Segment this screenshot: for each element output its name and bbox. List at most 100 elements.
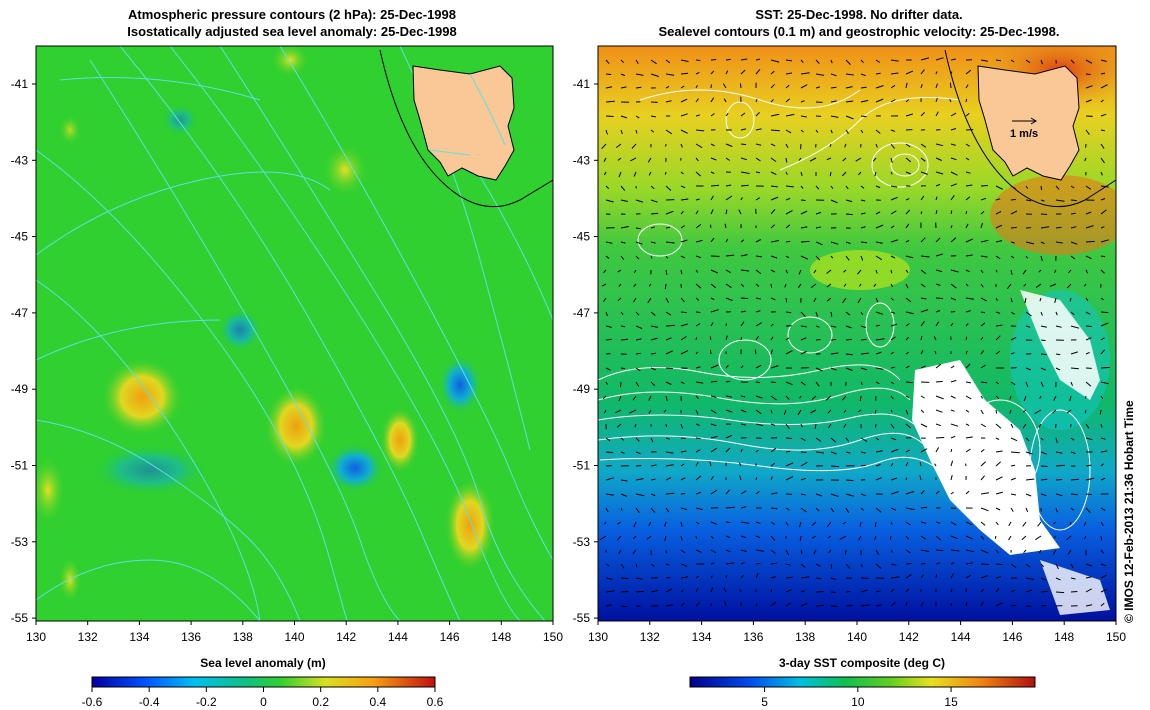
velocity-arrow bbox=[1100, 143, 1105, 149]
velocity-arrow bbox=[965, 448, 971, 453]
velocity-arrow bbox=[1083, 521, 1087, 526]
velocity-arrow bbox=[1037, 521, 1042, 527]
velocity-arrow bbox=[740, 535, 746, 539]
velocity-arrow bbox=[995, 381, 999, 385]
velocity-arrow bbox=[605, 493, 614, 496]
velocity-arrow bbox=[845, 605, 853, 607]
velocity-arrow bbox=[920, 57, 930, 61]
velocity-arrow bbox=[920, 69, 925, 75]
velocity-arrow bbox=[710, 521, 717, 525]
velocity-arrow bbox=[695, 129, 705, 132]
velocity-arrow bbox=[755, 477, 758, 481]
velocity-arrow bbox=[842, 297, 847, 304]
velocity-arrow bbox=[995, 269, 998, 273]
velocity-arrow bbox=[605, 507, 609, 513]
velocity-arrow bbox=[770, 462, 776, 467]
velocity-arrow bbox=[710, 489, 718, 495]
velocity-arrow bbox=[830, 591, 836, 593]
lon-tick-label: 134 bbox=[692, 630, 712, 644]
velocity-arrow bbox=[905, 574, 912, 579]
velocity-arrow bbox=[785, 297, 788, 303]
velocity-arrow bbox=[603, 157, 607, 162]
sla-mid-anomaly bbox=[270, 46, 310, 78]
velocity-arrow bbox=[1010, 477, 1016, 481]
velocity-arrow bbox=[920, 490, 925, 495]
velocity-arrow bbox=[725, 521, 731, 524]
velocity-arrow bbox=[935, 111, 939, 117]
velocity-arrow bbox=[815, 86, 821, 89]
velocity-arrow bbox=[980, 59, 988, 62]
velocity-arrow bbox=[665, 492, 675, 495]
velocity-arrow bbox=[665, 311, 672, 316]
velocity-arrow bbox=[980, 461, 987, 467]
velocity-arrow bbox=[875, 269, 878, 274]
velocity-arrow bbox=[770, 423, 776, 426]
velocity-arrow bbox=[695, 575, 699, 579]
velocity-arrow bbox=[695, 198, 700, 201]
velocity-arrow bbox=[950, 474, 953, 481]
sla-colorbar-tick-label: -0.4 bbox=[139, 695, 160, 709]
velocity-arrow bbox=[605, 367, 611, 371]
velocity-arrow bbox=[740, 69, 746, 75]
velocity-arrow bbox=[965, 98, 968, 103]
velocity-arrow bbox=[995, 563, 1003, 566]
velocity-arrow bbox=[845, 325, 852, 329]
velocity-arrow bbox=[605, 338, 612, 341]
sla-high-anomaly bbox=[264, 384, 328, 468]
velocity-arrow bbox=[635, 577, 643, 580]
velocity-arrow bbox=[755, 572, 759, 579]
velocity-arrow bbox=[620, 115, 628, 119]
lat-tick-label: -43 bbox=[11, 153, 29, 167]
velocity-arrow bbox=[647, 157, 652, 163]
velocity-arrow bbox=[680, 450, 687, 453]
velocity-arrow bbox=[860, 451, 866, 454]
velocity-arrow bbox=[785, 269, 788, 274]
velocity-arrow bbox=[695, 157, 699, 162]
sst-colorbar-tick-label: 10 bbox=[851, 695, 865, 709]
velocity-arrow bbox=[800, 240, 810, 243]
velocity-arrow bbox=[770, 601, 777, 607]
velocity-arrow bbox=[785, 185, 794, 188]
velocity-arrow bbox=[605, 477, 614, 481]
velocity-arrow bbox=[695, 283, 702, 289]
velocity-arrow bbox=[860, 493, 866, 497]
velocity-arrow bbox=[635, 563, 638, 568]
velocity-arrow bbox=[620, 129, 623, 135]
velocity-arrow bbox=[755, 197, 761, 201]
velocity-arrow bbox=[935, 535, 942, 541]
velocity-arrow bbox=[875, 185, 881, 189]
velocity-arrow bbox=[1055, 353, 1061, 356]
velocity-arrow bbox=[920, 563, 926, 565]
velocity-arrow bbox=[935, 297, 944, 299]
velocity-arrow bbox=[725, 447, 731, 453]
velocity-arrow bbox=[920, 269, 927, 275]
velocity-arrow bbox=[810, 283, 817, 289]
missing-data-cloud bbox=[1020, 290, 1100, 400]
left-panel-title: Atmospheric pressure contours (2 hPa): 2… bbox=[36, 6, 548, 40]
velocity-arrow bbox=[754, 349, 757, 355]
velocity-arrow bbox=[635, 352, 641, 355]
velocity-arrow bbox=[815, 339, 821, 341]
velocity-arrow bbox=[725, 489, 731, 495]
velocity-arrow bbox=[920, 283, 926, 288]
velocity-arrow bbox=[874, 423, 877, 428]
velocity-arrow bbox=[710, 423, 717, 427]
velocity-arrow bbox=[617, 297, 622, 301]
velocity-arrow bbox=[605, 325, 612, 328]
velocity-arrow bbox=[785, 255, 790, 259]
velocity-arrow bbox=[725, 112, 729, 117]
velocity-arrow bbox=[755, 310, 761, 313]
sla-colorbar-tick-label: 0.4 bbox=[369, 695, 386, 709]
velocity-arrow bbox=[635, 367, 641, 372]
velocity-arrow bbox=[965, 238, 974, 243]
velocity-arrow bbox=[710, 575, 713, 579]
velocity-arrow bbox=[875, 72, 881, 75]
velocity-arrow bbox=[616, 535, 622, 541]
velocity-arrow bbox=[1025, 381, 1029, 388]
velocity-arrow bbox=[770, 129, 780, 132]
velocity-arrow bbox=[755, 549, 765, 552]
velocity-arrow bbox=[1038, 549, 1042, 554]
velocity-arrow bbox=[650, 464, 657, 467]
velocity-arrow bbox=[1100, 381, 1110, 385]
velocity-arrow bbox=[695, 437, 701, 440]
